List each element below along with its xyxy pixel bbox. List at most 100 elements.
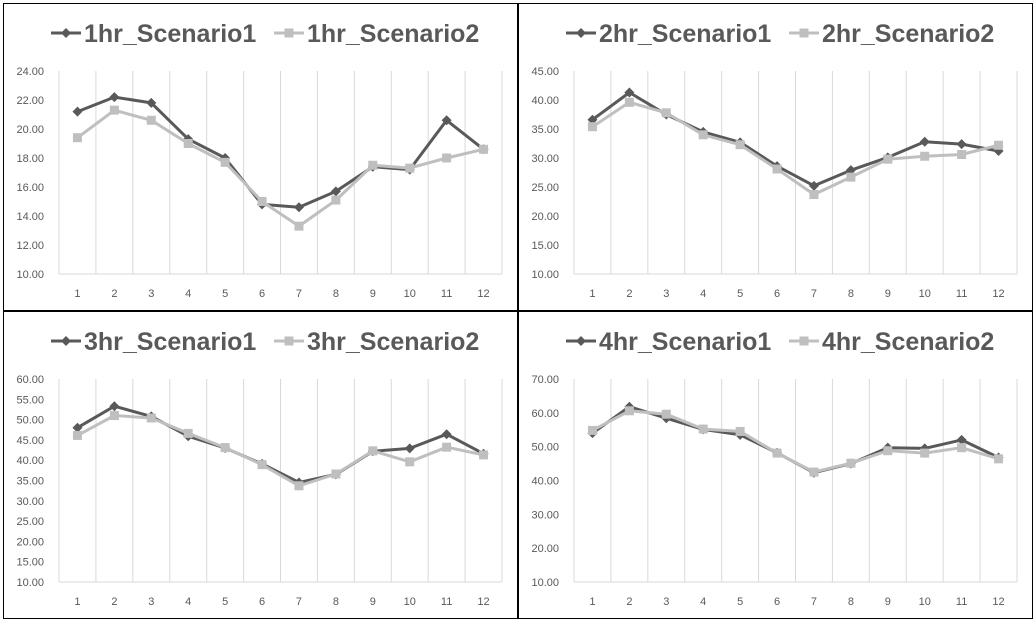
data-point [442, 442, 452, 452]
x-tick-label: 7 [296, 288, 302, 300]
data-point [146, 115, 156, 125]
data-point [404, 443, 415, 454]
y-tick-label: 15.00 [531, 240, 559, 252]
x-tick-label: 8 [333, 288, 339, 300]
data-point [146, 413, 156, 423]
data-point [772, 448, 782, 458]
x-tick-label: 2 [111, 596, 117, 608]
data-point [72, 430, 82, 440]
x-tick-label: 9 [885, 596, 891, 608]
data-point [72, 422, 83, 433]
series-line [76, 108, 484, 228]
y-tick-label: 30.00 [531, 509, 559, 521]
y-tick-label: 10.00 [531, 577, 559, 589]
data-point [587, 122, 597, 132]
data-point [146, 97, 157, 108]
chart-panel-3hr: 10.00 15.00 20.00 25.00 30.00 35.00 40.00 45.00… [3, 311, 518, 619]
x-tick-label: 2 [111, 288, 117, 300]
x-tick-label: 7 [811, 288, 817, 300]
data-point [257, 460, 267, 470]
data-point [957, 443, 967, 453]
data-point [293, 202, 304, 213]
y-tick-label: 25.00 [16, 516, 44, 528]
y-tick-label: 35.00 [16, 476, 44, 488]
x-tick-label: 1 [74, 596, 80, 608]
series-line [76, 414, 484, 488]
chart-panel-2hr: 10.00 15.00 20.00 25.00 30.00 35.00 40.00 45.00… [518, 3, 1033, 311]
data-point [479, 450, 489, 460]
data-point [735, 140, 745, 150]
x-tick-label: 9 [370, 288, 376, 300]
legend-marker [284, 28, 294, 38]
y-tick-label: 24.00 [16, 66, 44, 78]
data-point [109, 105, 119, 115]
x-tick-label: 6 [259, 288, 265, 300]
y-tick-label: 50.00 [531, 442, 559, 454]
legend-marker [61, 336, 71, 346]
x-tick-label: 3 [148, 596, 154, 608]
data-point [661, 108, 671, 118]
y-tick-label: 40.00 [16, 455, 44, 467]
x-tick-label: 4 [185, 596, 191, 608]
x-tick-label: 11 [956, 596, 967, 608]
x-tick-label: 12 [992, 288, 1004, 300]
data-point [994, 140, 1004, 150]
x-tick-label: 7 [296, 596, 302, 608]
legend: 4hr_Scenario1 4hr_Scenario2 [566, 328, 994, 356]
y-tick-label: 45.00 [531, 66, 559, 78]
x-tick-label: 3 [663, 596, 669, 608]
x-tick-label: 5 [737, 596, 743, 608]
y-tick-label: 35.00 [531, 124, 559, 136]
legend-label: 1hr_Scenario1 [84, 20, 256, 48]
y-tick-label: 60.00 [531, 408, 559, 420]
y-tick-label: 30.00 [16, 496, 44, 508]
y-tick-label: 10.00 [16, 269, 44, 281]
y-tick-label: 18.00 [16, 153, 44, 165]
y-tick-label: 15.00 [16, 557, 44, 569]
data-point [956, 434, 967, 445]
legend-marker [576, 336, 586, 346]
data-point [846, 458, 856, 468]
data-point [809, 467, 819, 477]
data-point [330, 186, 341, 197]
x-tick-label: 1 [74, 288, 80, 300]
x-tick-label: 4 [185, 288, 191, 300]
data-point [624, 406, 634, 416]
data-point [109, 92, 120, 103]
legend: 1hr_Scenario1 1hr_Scenario2 [51, 20, 479, 48]
chart-svg: 10.00 12.00 14.00 16.00 18.00 20.00 22.00 24.00… [16, 20, 503, 300]
legend-marker [799, 28, 809, 38]
x-tick-label: 8 [848, 288, 854, 300]
legend: 3hr_Scenario1 3hr_Scenario2 [51, 328, 479, 356]
data-point [809, 190, 819, 200]
x-tick-label: 3 [148, 288, 154, 300]
data-point [883, 154, 893, 164]
y-tick-label: 60.00 [16, 374, 44, 386]
data-point [368, 446, 378, 456]
x-tick-label: 6 [259, 596, 265, 608]
series-line [591, 409, 999, 474]
y-tick-label: 70.00 [531, 374, 559, 386]
x-tick-label: 10 [404, 288, 416, 300]
data-point [442, 153, 452, 163]
y-tick-label: 50.00 [16, 415, 44, 427]
data-point [183, 428, 193, 438]
data-point [331, 195, 341, 205]
data-point [957, 150, 967, 160]
data-point [808, 180, 819, 191]
data-point [698, 424, 708, 434]
data-point [994, 454, 1004, 464]
x-tick-label: 9 [370, 596, 376, 608]
data-point [405, 457, 415, 467]
x-tick-label: 2 [626, 288, 632, 300]
data-point [109, 411, 119, 421]
x-tick-label: 10 [919, 596, 931, 608]
data-point [331, 469, 341, 479]
data-point [919, 136, 930, 147]
data-point [587, 425, 597, 435]
x-tick-label: 4 [700, 288, 706, 300]
y-tick-label: 20.00 [16, 536, 44, 548]
data-point [479, 144, 489, 154]
series-line [76, 404, 485, 484]
data-point [441, 115, 452, 126]
